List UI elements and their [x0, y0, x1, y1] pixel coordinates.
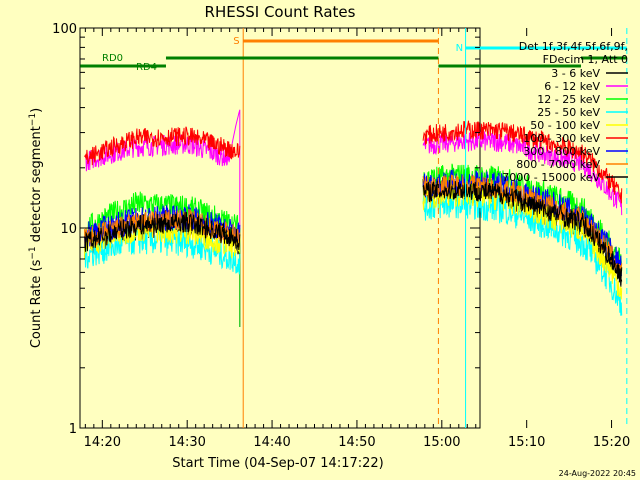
- marker-label-0: S: [233, 36, 239, 47]
- x-tick-label-4: 15:00: [423, 435, 460, 450]
- x-axis-label: Start Time (04-Sep-07 14:17:22): [172, 456, 383, 471]
- rd-label-1: RD4: [136, 62, 157, 73]
- legend-entry-8: 7000 - 15000 keV: [502, 171, 600, 184]
- legend-entry-0: 3 - 6 keV: [551, 67, 600, 80]
- legend-header-0: Det 1f,3f,4f,5f,6f,9f,: [519, 40, 628, 53]
- x-tick-label-3: 14:50: [338, 435, 375, 450]
- legend-entry-6: 300 - 800 keV: [523, 145, 600, 158]
- legend-entry-5: 100 - 300 keV: [523, 132, 600, 145]
- x-tick-label-5: 15:10: [508, 435, 545, 450]
- y-tick-label-1: 10: [60, 222, 77, 237]
- legend-entry-4: 50 - 100 keV: [530, 119, 600, 132]
- series-line-8: [84, 179, 623, 286]
- legend-entry-2: 12 - 25 keV: [537, 93, 600, 106]
- y-tick-label-2: 100: [52, 22, 77, 37]
- legend-header-1: FDecim 1, Att 0: [543, 53, 628, 66]
- footer-date: 24-Aug-2022 20:45: [559, 469, 636, 478]
- legend-entry-7: 800 - 7000 keV: [516, 158, 600, 171]
- y-tick-label-0: 1: [69, 422, 77, 437]
- rd-label-0: RD0: [102, 53, 123, 64]
- x-tick-label-2: 14:40: [253, 435, 290, 450]
- chart-title: RHESSI Count Rates: [205, 3, 356, 21]
- axes: 14:20 14:30 14:40 14:50 15:00 15:10 15:20 1 10 10…: [52, 22, 630, 450]
- legend: Det 1f,3f,4f,5f,6f,9f,FDecim 1, Att 03 -…: [502, 40, 628, 184]
- series-line-1: [84, 109, 623, 327]
- legend-entry-1: 6 - 12 keV: [544, 80, 600, 93]
- legend-entry-3: 25 - 50 keV: [537, 106, 600, 119]
- series-traces: [84, 109, 623, 327]
- y-axis-label: Count Rate (s−1 detector segment−1): [28, 108, 44, 348]
- attenuator-markers: SN: [233, 28, 628, 428]
- decimation-bars: RD0 RD4: [80, 53, 627, 73]
- x-tick-label-6: 15:20: [593, 435, 630, 450]
- x-tick-label-1: 14:30: [168, 435, 205, 450]
- series-line-5: [84, 120, 623, 204]
- marker-label-1: N: [456, 43, 463, 54]
- x-tick-label-0: 14:20: [84, 435, 121, 450]
